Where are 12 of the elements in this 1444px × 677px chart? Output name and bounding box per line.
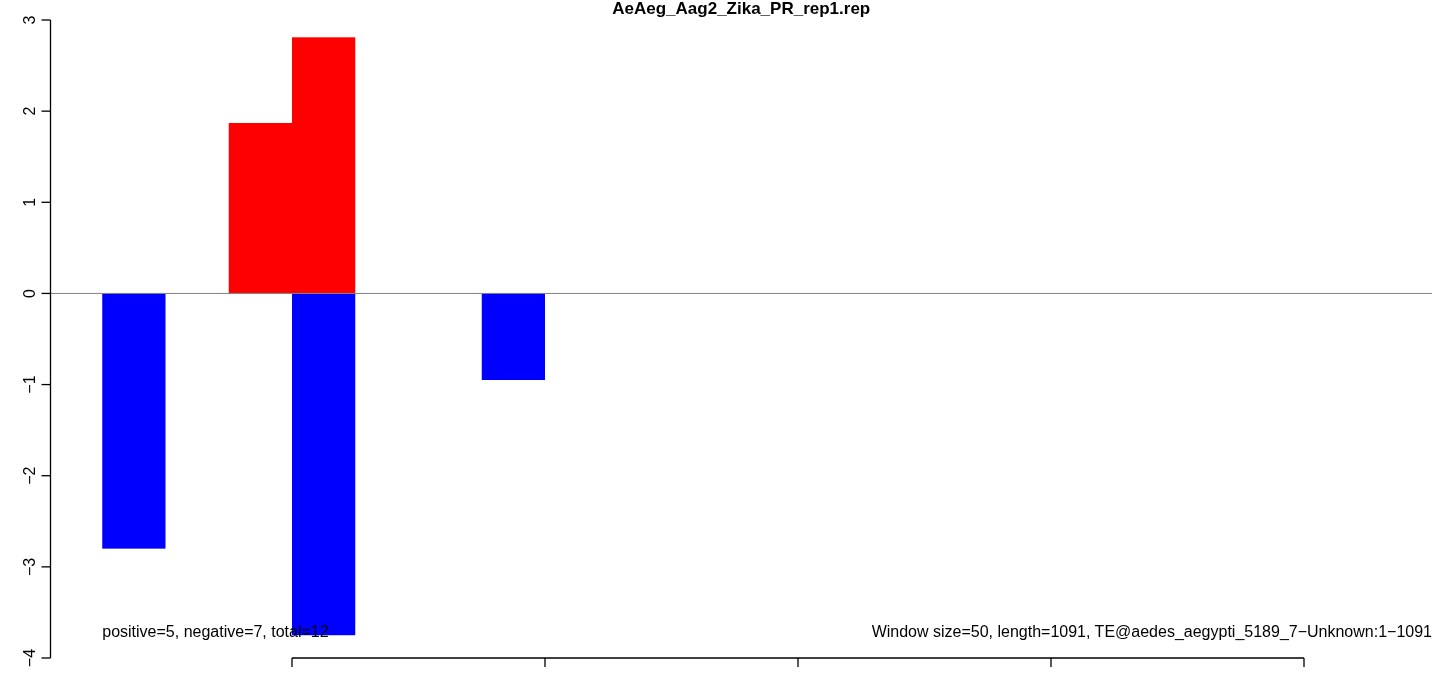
y-tick-label: −2 (20, 466, 38, 485)
y-tick-label: −3 (20, 557, 38, 576)
y-tick-label: 3 (20, 15, 38, 25)
chart-title: AeAeg_Aag2_Zika_PR_rep1.rep (612, 0, 871, 18)
bar (481, 293, 545, 381)
annotation: Window size=50, length=1091, TE@aedes_aegypti_5189_7−Unknown:1−1091 (871, 623, 1433, 641)
y-tick-label: 2 (20, 106, 38, 116)
y-tick-label: −1 (20, 375, 38, 394)
y-tick-label: −4 (20, 648, 38, 668)
y-tick-label: 0 (20, 288, 38, 298)
bar (102, 293, 166, 549)
y-tick-label: 1 (20, 197, 38, 207)
